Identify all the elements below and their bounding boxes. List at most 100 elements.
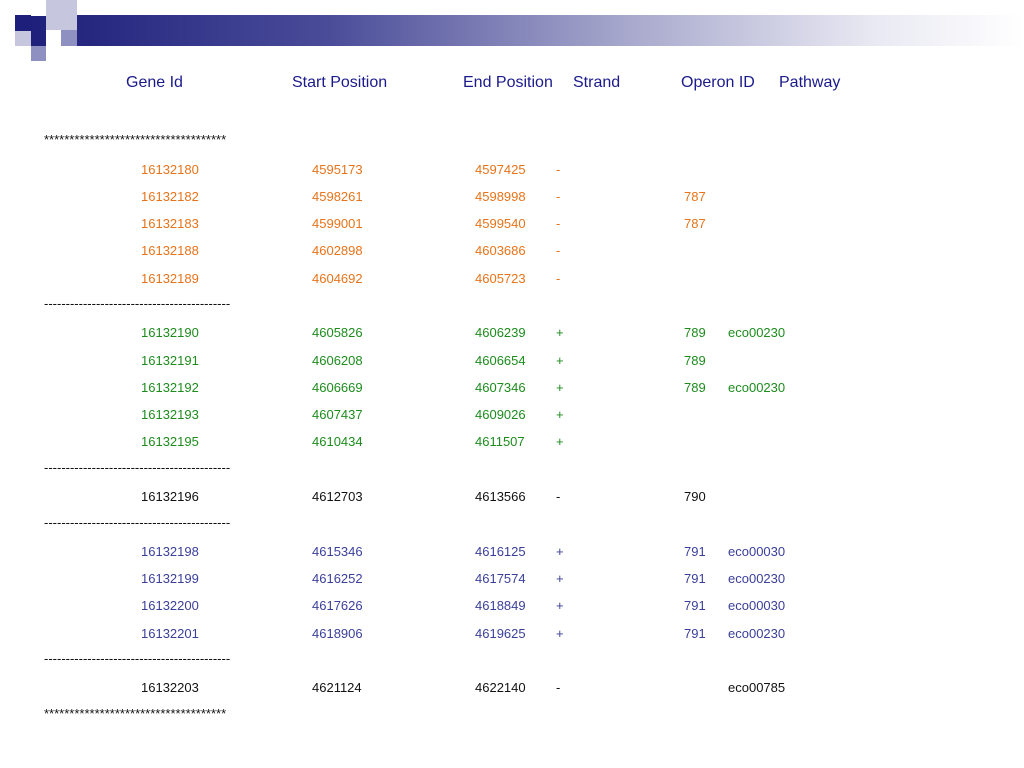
end-cell: 4618849: [475, 598, 526, 613]
start-cell: 4621124: [312, 680, 362, 695]
gene-id-cell: 16132192: [141, 380, 199, 395]
strand-cell: +: [556, 325, 564, 340]
pathway-cell: eco00030: [728, 544, 786, 559]
end-cell: 4619625: [475, 626, 526, 641]
operon-cell: 790: [684, 489, 706, 504]
header-gene-id: Gene Id: [126, 74, 183, 91]
operon-cell: 791: [684, 626, 706, 641]
strand-cell: -: [556, 271, 561, 286]
dash-separator: ----------------------------------------…: [44, 515, 231, 530]
decor-square: [46, 0, 77, 30]
decor-square: [30, 0, 46, 16]
gene-id-cell: 16132188: [141, 243, 199, 258]
end-cell: 4603686: [475, 243, 526, 258]
star-separator: ************************************: [44, 706, 227, 721]
strand-cell: -: [556, 216, 561, 231]
end-cell: 4606239: [475, 325, 526, 340]
pathway-cell: eco00230: [728, 571, 786, 586]
strand-cell: +: [556, 434, 564, 449]
start-cell: 4616252: [312, 571, 363, 586]
strand-cell: -: [556, 243, 561, 258]
operon-cell: 791: [684, 598, 706, 613]
pathway-cell: eco00230: [728, 325, 786, 340]
strand-cell: +: [556, 353, 564, 368]
operon-cell: 789: [684, 380, 706, 395]
decor-square: [61, 30, 77, 46]
decor-square: [0, 0, 16, 16]
header-gradient-band: [30, 15, 1024, 46]
operon-cell: 791: [684, 544, 706, 559]
start-cell: 4605826: [312, 325, 363, 340]
strand-cell: +: [556, 571, 564, 586]
start-cell: 4598261: [312, 189, 363, 204]
header-operon-id: Operon ID: [681, 74, 755, 91]
start-cell: 4618906: [312, 626, 363, 641]
gene-id-cell: 16132201: [141, 626, 199, 641]
header-strand: Strand: [573, 74, 621, 91]
end-cell: 4616125: [475, 544, 526, 559]
gene-id-cell: 16132195: [141, 434, 199, 449]
header-pathway: Pathway: [779, 74, 841, 91]
start-cell: 4604692: [312, 271, 363, 286]
strand-cell: +: [556, 626, 564, 641]
start-cell: 4610434: [312, 434, 363, 449]
operon-cell: 789: [684, 353, 706, 368]
end-cell: 4611507: [475, 434, 525, 449]
gene-id-cell: 16132183: [141, 216, 199, 231]
dash-separator: ----------------------------------------…: [44, 296, 231, 311]
gene-id-cell: 16132196: [141, 489, 199, 504]
end-cell: 4617574: [475, 571, 526, 586]
start-cell: 4617626: [312, 598, 363, 613]
start-cell: 4607437: [312, 407, 363, 422]
gene-id-cell: 16132191: [141, 353, 199, 368]
start-cell: 4595173: [312, 162, 363, 177]
start-cell: 4599001: [312, 216, 363, 231]
end-cell: 4609026: [475, 407, 526, 422]
strand-cell: +: [556, 380, 564, 395]
start-cell: 4612703: [312, 489, 363, 504]
end-cell: 4607346: [475, 380, 526, 395]
pathway-cell: eco00230: [728, 626, 786, 641]
gene-id-cell: 16132193: [141, 407, 199, 422]
end-cell: 4605723: [475, 271, 526, 286]
operon-cell: 787: [684, 216, 706, 231]
gene-id-cell: 16132203: [141, 680, 199, 695]
decor-square: [15, 15, 31, 31]
gene-id-cell: 16132198: [141, 544, 199, 559]
start-cell: 4615346: [312, 544, 363, 559]
dash-separator: ----------------------------------------…: [44, 651, 231, 666]
header-end-position: End Position: [463, 74, 553, 91]
strand-cell: -: [556, 162, 561, 177]
end-cell: 4599540: [475, 216, 526, 231]
dash-separator: ----------------------------------------…: [44, 460, 231, 475]
gene-id-cell: 16132199: [141, 571, 199, 586]
strand-cell: -: [556, 189, 561, 204]
strand-cell: +: [556, 598, 564, 613]
pathway-cell: eco00230: [728, 380, 786, 395]
start-cell: 4602898: [312, 243, 363, 258]
gene-id-cell: 16132189: [141, 271, 199, 286]
start-cell: 4606208: [312, 353, 363, 368]
strand-cell: +: [556, 407, 564, 422]
operon-cell: 789: [684, 325, 706, 340]
strand-cell: +: [556, 544, 564, 559]
end-cell: 4598998: [475, 189, 526, 204]
pathway-cell: eco00030: [728, 598, 786, 613]
gene-id-cell: 16132180: [141, 162, 199, 177]
end-cell: 4613566: [475, 489, 526, 504]
operon-cell: 787: [684, 189, 706, 204]
end-cell: 4606654: [475, 353, 526, 368]
end-cell: 4597425: [475, 162, 526, 177]
gene-id-cell: 16132190: [141, 325, 199, 340]
strand-cell: -: [556, 489, 561, 504]
start-cell: 4606669: [312, 380, 363, 395]
gene-id-cell: 16132182: [141, 189, 199, 204]
decor-square: [46, 30, 61, 46]
pathway-cell: eco00785: [728, 680, 786, 695]
end-cell: 4622140: [475, 680, 526, 695]
decor-square: [15, 31, 31, 46]
header-start-position: Start Position: [292, 74, 388, 91]
operon-cell: 791: [684, 571, 706, 586]
decor-square: [31, 46, 46, 61]
strand-cell: -: [556, 680, 561, 695]
